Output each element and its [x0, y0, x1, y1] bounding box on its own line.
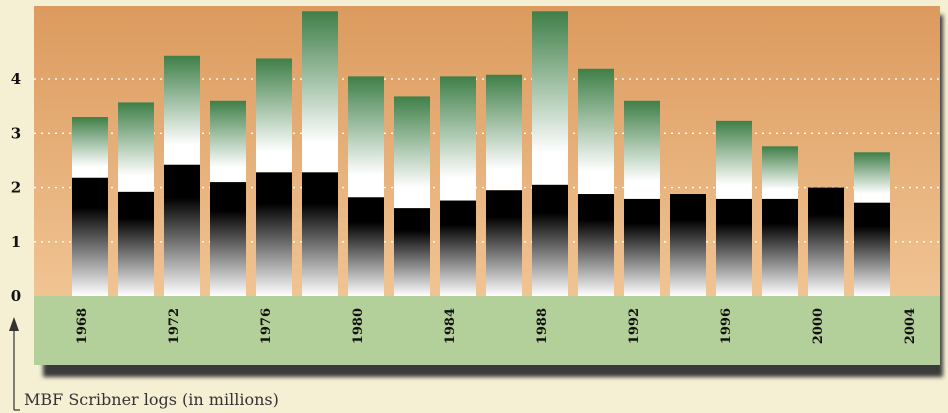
bar-lower-segment — [72, 177, 108, 296]
x-tick-labels: 1968 1972 1976 1980 1984 1988 1992 1996 2000 2004 — [75, 308, 918, 344]
y-tick-label: 2 — [11, 179, 21, 197]
bar-lower-segment — [624, 198, 660, 296]
x-tick-label: 1972 — [167, 308, 182, 344]
bar-lower-segment — [440, 200, 476, 296]
bar-upper-segment — [716, 120, 752, 199]
bar-upper-segment — [578, 68, 614, 195]
x-tick-label: 2000 — [811, 308, 826, 344]
bar-lower-segment — [532, 184, 568, 296]
bar-upper-segment — [72, 117, 108, 178]
bar-lower-segment — [578, 194, 614, 296]
bar-upper-segment — [762, 146, 798, 199]
bar-upper-segment — [486, 74, 522, 191]
x-tick-label: 1996 — [719, 308, 734, 344]
bar-lower-segment — [348, 197, 384, 296]
bar-upper-segment — [210, 100, 246, 183]
y-axis-arrow — [9, 317, 20, 411]
bar-upper-segment — [302, 11, 338, 173]
x-tick-label: 1980 — [351, 308, 366, 344]
x-tick-label: 1984 — [443, 308, 458, 344]
bar-lower-segment — [854, 202, 890, 296]
x-tick-label: 2004 — [903, 308, 918, 344]
y-tick-label: 0 — [11, 287, 21, 305]
y-tick-label: 4 — [11, 70, 21, 88]
x-axis-band — [34, 296, 940, 365]
bar-upper-segment — [256, 58, 292, 173]
bar-lower-segment — [118, 191, 154, 296]
bar-upper-segment — [394, 96, 430, 209]
bar-upper-segment — [440, 76, 476, 201]
bar-lower-segment — [164, 164, 200, 296]
bar-lower-segment — [394, 208, 430, 296]
bars — [72, 11, 890, 296]
y-tick-label: 1 — [11, 233, 21, 251]
bar-lower-segment — [716, 198, 752, 296]
x-tick-label: 1992 — [627, 308, 642, 344]
y-tick-label: 3 — [11, 124, 21, 142]
bar-upper-segment — [624, 100, 660, 199]
bar-upper-segment — [854, 152, 890, 203]
bar-upper-segment — [348, 76, 384, 198]
bar-lower-segment — [808, 187, 844, 296]
bar-upper-segment — [164, 55, 200, 165]
bar-lower-segment — [486, 190, 522, 296]
x-tick-label: 1968 — [75, 308, 90, 344]
bar-lower-segment — [210, 182, 246, 296]
bar-lower-segment — [256, 172, 292, 296]
y-axis-label: MBF Scribner logs (in millions) — [24, 390, 279, 409]
bar-lower-segment — [670, 194, 706, 296]
bar-lower-segment — [762, 198, 798, 296]
bar-lower-segment — [302, 172, 338, 296]
x-tick-label: 1976 — [259, 308, 274, 344]
y-tick-labels: 0 1 2 3 4 — [11, 70, 21, 305]
bar-upper-segment — [118, 102, 154, 192]
x-tick-label: 1988 — [535, 308, 550, 344]
bar-upper-segment — [532, 11, 568, 185]
